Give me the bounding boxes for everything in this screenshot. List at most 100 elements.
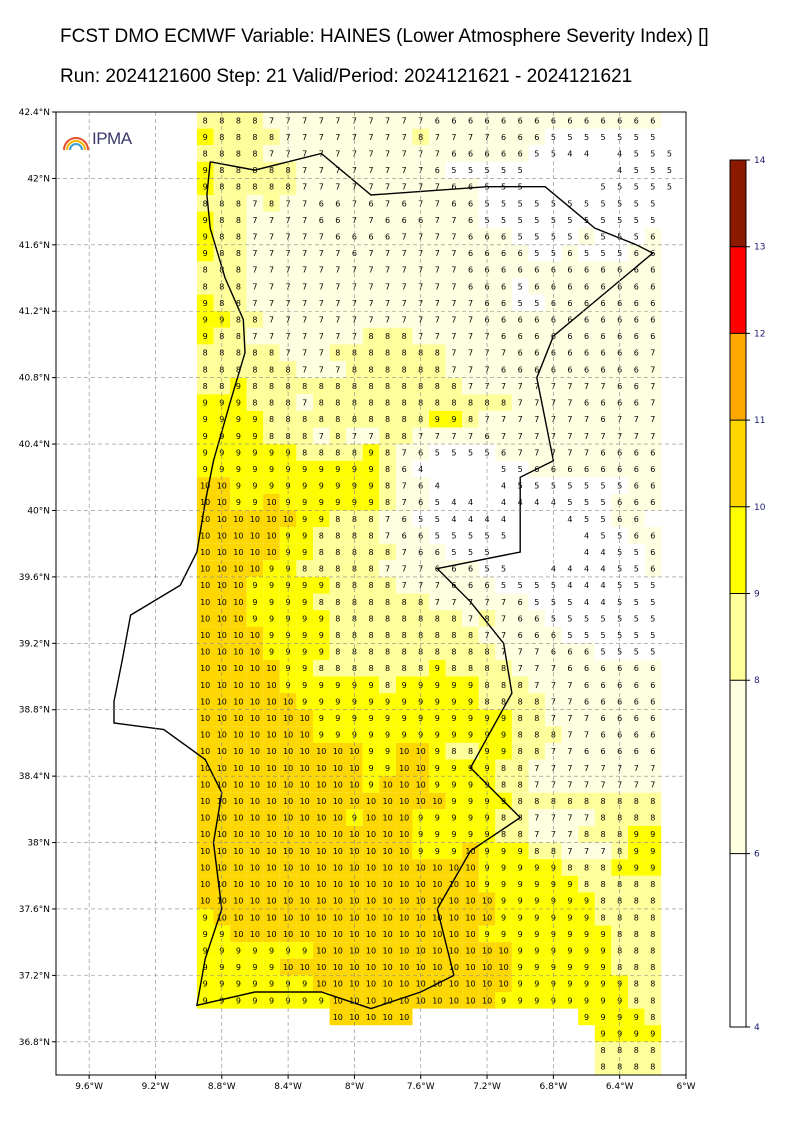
grid-value-label: 7 <box>468 316 473 325</box>
grid-value-label: 10 <box>349 947 359 956</box>
grid-value-label: 9 <box>286 631 291 640</box>
grid-cell <box>246 610 264 627</box>
grid-value-label: 10 <box>316 797 326 806</box>
grid-value-label: 5 <box>601 482 606 491</box>
grid-value-label: 9 <box>269 963 274 972</box>
grid-value-label: 7 <box>567 731 572 740</box>
grid-value-label: 10 <box>366 814 376 823</box>
grid-value-label: 8 <box>601 1046 606 1055</box>
grid-cell <box>445 527 463 544</box>
grid-value-label: 10 <box>233 515 243 524</box>
grid-cell <box>495 726 512 743</box>
grid-value-label: 10 <box>200 631 210 640</box>
grid-value-label: 10 <box>200 747 210 756</box>
grid-value-label: 9 <box>286 996 291 1005</box>
grid-value-label: 6 <box>584 316 589 325</box>
grid-value-label: 9 <box>302 531 307 540</box>
grid-cell <box>395 643 413 660</box>
grid-cell <box>511 709 529 727</box>
grid-value-label: 7 <box>451 133 456 142</box>
grid-value-label: 8 <box>335 581 340 590</box>
grid-value-label: 5 <box>567 614 572 623</box>
grid-value-label: 7 <box>319 432 324 441</box>
grid-value-label: 9 <box>319 581 324 590</box>
grid-cell <box>528 576 546 594</box>
grid-cell <box>561 493 579 511</box>
grid-cell <box>528 626 546 644</box>
grid-value-label: 8 <box>650 930 655 939</box>
grid-value-label: 6 <box>319 199 324 208</box>
grid-value-label: 5 <box>485 448 490 457</box>
grid-cell <box>594 394 612 411</box>
grid-value-label: 8 <box>650 1063 655 1072</box>
grid-value-label: 6 <box>368 233 373 242</box>
grid-cell <box>462 278 479 295</box>
grid-value-label: 7 <box>468 349 473 358</box>
grid-value-label: 7 <box>335 282 340 291</box>
grid-value-label: 7 <box>617 764 622 773</box>
grid-value-label: 10 <box>200 531 210 540</box>
grid-cell <box>528 809 546 826</box>
grid-cell <box>644 610 662 627</box>
grid-value-label: 8 <box>451 399 456 408</box>
grid-cell <box>495 925 512 943</box>
grid-cell <box>462 576 479 594</box>
grid-value-label: 7 <box>302 249 307 258</box>
grid-value-label: 9 <box>236 415 241 424</box>
grid-value-label: 10 <box>366 963 376 972</box>
grid-cell <box>379 842 396 860</box>
grid-value-label: 6 <box>617 498 622 507</box>
grid-cell <box>230 244 247 262</box>
grid-cell <box>313 178 330 195</box>
grid-cell <box>379 211 396 229</box>
grid-cell <box>628 610 645 627</box>
grid-cell <box>578 726 595 743</box>
grid-value-label: 9 <box>236 382 241 391</box>
grid-value-label: 10 <box>233 714 243 723</box>
grid-cell <box>545 859 562 876</box>
grid-cell <box>412 726 429 743</box>
grid-value-label: 7 <box>501 349 506 358</box>
grid-cell <box>628 726 645 743</box>
grid-cell <box>196 643 214 660</box>
grid-cell <box>578 875 595 893</box>
grid-cell <box>445 161 463 179</box>
grid-value-label: 5 <box>634 548 639 557</box>
grid-value-label: 7 <box>385 266 390 275</box>
grid-cell <box>628 759 645 777</box>
grid-cell <box>329 925 347 943</box>
grid-value-label: 7 <box>368 150 373 159</box>
grid-cell <box>362 1008 380 1026</box>
grid-cell <box>628 244 645 262</box>
grid-cell <box>495 759 512 777</box>
grid-value-label: 7 <box>269 249 274 258</box>
grid-cell <box>329 311 347 328</box>
grid-value-label: 7 <box>335 266 340 275</box>
grid-value-label: 6 <box>418 498 423 507</box>
grid-cell <box>445 759 463 777</box>
grid-cell <box>346 311 363 328</box>
grid-value-label: 7 <box>418 581 423 590</box>
grid-value-label: 10 <box>416 980 426 989</box>
grid-cell <box>445 909 463 926</box>
grid-value-label: 8 <box>468 415 473 424</box>
grid-value-label: 8 <box>634 797 639 806</box>
grid-value-label: 8 <box>368 581 373 590</box>
grid-cell <box>329 742 347 760</box>
grid-cell <box>478 809 496 826</box>
grid-value-label: 7 <box>567 415 572 424</box>
grid-value-label: 9 <box>302 614 307 623</box>
grid-cell <box>296 543 313 561</box>
grid-value-label: 6 <box>534 266 539 275</box>
grid-cell <box>329 112 347 129</box>
grid-value-label: 9 <box>368 448 373 457</box>
grid-cell <box>445 892 463 909</box>
grid-cell <box>511 394 529 411</box>
grid-cell <box>511 842 529 860</box>
grid-value-label: 8 <box>634 897 639 906</box>
grid-cell <box>594 792 612 810</box>
grid-value-label: 7 <box>634 432 639 441</box>
grid-cell <box>628 958 645 976</box>
grid-value-label: 9 <box>203 913 208 922</box>
grid-cell <box>263 992 280 1009</box>
